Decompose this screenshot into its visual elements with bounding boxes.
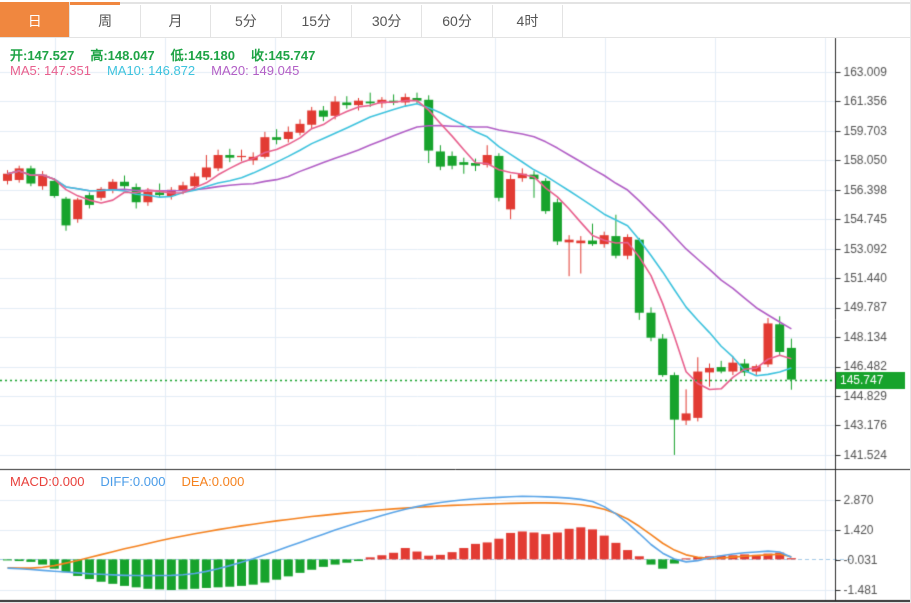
tab-15min[interactable]: 15分	[281, 5, 352, 37]
tab-30min[interactable]: 30分	[351, 5, 423, 37]
tab-day[interactable]: 日	[0, 2, 71, 37]
period-tab-bar: 日 周 月 5分 15分 30分 60分 4时	[0, 0, 910, 38]
tab-bar-filler	[563, 5, 910, 37]
tab-60min[interactable]: 60分	[422, 5, 493, 37]
tab-4hour[interactable]: 4时	[492, 5, 564, 37]
tab-month[interactable]: 月	[140, 5, 212, 37]
header-top-rule	[0, 2, 910, 4]
tab-5min[interactable]: 5分	[211, 5, 282, 37]
tab-week[interactable]: 周	[70, 5, 141, 37]
